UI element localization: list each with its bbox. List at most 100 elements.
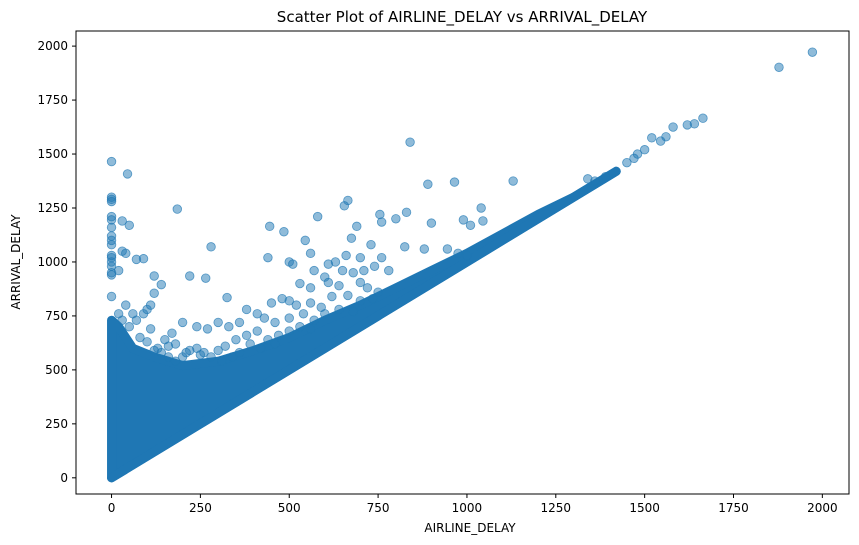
scatter-point bbox=[106, 196, 117, 207]
scatter-point bbox=[476, 203, 486, 213]
scatter-point bbox=[376, 217, 387, 227]
x-tick-label: 1750 bbox=[718, 501, 749, 515]
scatter-point bbox=[295, 278, 305, 289]
y-tick-label: 500 bbox=[45, 363, 68, 377]
scatter-point bbox=[323, 259, 334, 269]
x-tick-label: 500 bbox=[278, 501, 301, 515]
scatter-point bbox=[600, 171, 611, 182]
scatter-point bbox=[348, 268, 358, 278]
scatter-point bbox=[163, 352, 174, 362]
scatter-point bbox=[668, 122, 678, 132]
scatter-point bbox=[655, 136, 666, 146]
scatter-point bbox=[305, 248, 316, 259]
scatter-point bbox=[284, 326, 294, 336]
x-tick-label: 1500 bbox=[629, 501, 660, 515]
scatter-point bbox=[309, 315, 319, 325]
scatter-point bbox=[423, 179, 433, 189]
scatter-point bbox=[352, 221, 362, 232]
y-tick-label: 1000 bbox=[37, 255, 68, 269]
scatter-point bbox=[234, 317, 245, 328]
scatter-point bbox=[117, 216, 127, 226]
x-axis-label: AIRLINE_DELAY bbox=[424, 521, 516, 535]
axes-frame bbox=[75, 30, 850, 495]
x-axis-ticks: 0 250 500 750 1000 1250 1500 1750 2000 bbox=[108, 494, 838, 515]
scatter-point bbox=[373, 287, 383, 297]
scatter-point bbox=[458, 215, 469, 225]
scatter-point bbox=[508, 176, 518, 186]
scatter-point bbox=[309, 265, 319, 276]
scatter-point bbox=[263, 334, 273, 345]
scatter-point bbox=[156, 279, 166, 290]
scatter-point bbox=[465, 220, 476, 230]
scatter-point bbox=[213, 345, 223, 356]
x-tick-label: 1250 bbox=[541, 501, 572, 515]
scatter-point bbox=[185, 271, 195, 281]
scatter-point bbox=[305, 283, 316, 293]
scatter-point bbox=[453, 248, 463, 259]
scatter-point bbox=[583, 174, 593, 184]
x-tick-label: 1000 bbox=[452, 501, 483, 515]
scatter-point bbox=[192, 322, 202, 332]
plot-area bbox=[106, 47, 818, 483]
scatter-point bbox=[339, 201, 350, 211]
chart-title: Scatter Plot of AIRLINE_DELAY vs ARRIVAL… bbox=[277, 8, 648, 27]
scatter-point bbox=[124, 220, 135, 230]
dense-diagonal-band bbox=[107, 166, 621, 483]
scatter-point bbox=[217, 356, 227, 366]
scatter-point bbox=[369, 261, 380, 271]
scatter-point bbox=[222, 292, 232, 303]
scatter-point bbox=[106, 270, 117, 280]
scatter-point bbox=[355, 252, 366, 263]
scatter-point bbox=[245, 339, 255, 349]
scatter-point bbox=[172, 204, 182, 214]
scatter-point bbox=[639, 145, 650, 155]
scatter-point bbox=[142, 337, 152, 347]
scatter-point bbox=[106, 156, 117, 167]
scatter-point bbox=[359, 265, 369, 276]
scatter-point bbox=[177, 317, 188, 328]
scatter-point bbox=[698, 113, 708, 123]
scatter-point bbox=[284, 313, 294, 323]
scatter-point bbox=[149, 345, 159, 356]
scatter-point bbox=[334, 281, 344, 291]
scatter-point bbox=[320, 309, 330, 319]
scatter-point bbox=[426, 218, 437, 228]
scatter-point bbox=[145, 300, 156, 310]
scatter-point bbox=[341, 250, 351, 261]
y-tick-label: 750 bbox=[45, 309, 68, 323]
scatter-point bbox=[346, 233, 357, 243]
scatter-point bbox=[121, 248, 131, 259]
scatter-point bbox=[252, 309, 262, 319]
scatter-point bbox=[181, 347, 191, 358]
scatter-point bbox=[629, 153, 639, 164]
scatter-point bbox=[366, 239, 376, 250]
scatter-point bbox=[259, 313, 270, 323]
scatter-point bbox=[224, 322, 234, 332]
y-tick-label: 0 bbox=[60, 471, 68, 485]
scatter-point bbox=[400, 242, 410, 252]
scatter-point bbox=[264, 221, 275, 232]
scatter-point bbox=[135, 332, 145, 343]
scatter-point bbox=[170, 356, 181, 366]
y-tick-label: 1750 bbox=[37, 93, 68, 107]
scatter-point bbox=[206, 242, 216, 252]
scatter-point bbox=[106, 222, 117, 233]
y-tick-label: 1250 bbox=[37, 201, 68, 215]
scatter-point bbox=[149, 288, 159, 298]
scatter-point bbox=[227, 352, 238, 362]
y-tick-label: 1500 bbox=[37, 147, 68, 161]
scatter-point bbox=[368, 293, 378, 304]
scatter-point bbox=[231, 334, 241, 345]
scatter-point bbox=[343, 290, 353, 301]
scatter-point bbox=[131, 254, 142, 265]
scatter-point bbox=[270, 317, 280, 328]
x-tick-label: 250 bbox=[189, 501, 212, 515]
scatter-point bbox=[327, 291, 337, 302]
scatter-point bbox=[131, 315, 142, 325]
scatter-point bbox=[355, 296, 366, 306]
scatter-point bbox=[195, 350, 206, 360]
x-tick-label: 2000 bbox=[807, 501, 838, 515]
y-axis-label: ARRIVAL_DELAY bbox=[9, 214, 23, 310]
x-tick-label: 0 bbox=[108, 501, 116, 515]
scatter-point bbox=[298, 309, 309, 319]
